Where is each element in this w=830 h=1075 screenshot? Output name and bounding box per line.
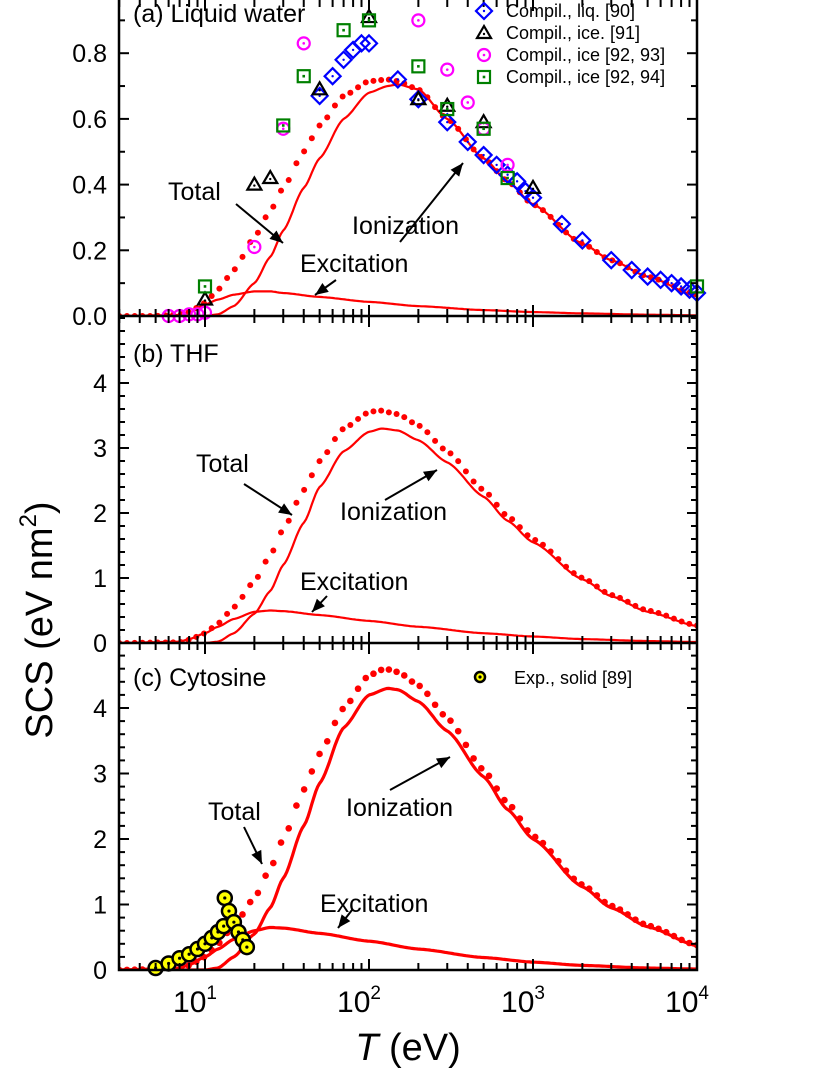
annotation-total: Total	[208, 798, 261, 826]
y-tick-label: 3	[93, 761, 107, 789]
y-tick-label: 1	[93, 565, 107, 593]
legend-item-label: Compil., liq. [90]	[506, 1, 635, 21]
panel-b-title: (b) THF	[133, 340, 219, 368]
annotation-ionization: Ionization	[340, 498, 447, 526]
y-tick-label: 0.0	[72, 303, 107, 331]
y-tick-label: 1	[93, 892, 107, 920]
curve-total	[119, 407, 697, 643]
y-tick-label: 0	[93, 957, 107, 985]
y-tick-label: 0.2	[72, 237, 107, 265]
y-tick-label: 4	[93, 370, 107, 398]
y-axis-label: SCS (eV nm2)	[15, 501, 61, 738]
legend-item-label: Compil., ice [92, 94]	[506, 67, 665, 87]
x-tick-label: 103	[501, 983, 545, 1019]
legend-item-label: Compil., ice [92, 93]	[506, 45, 665, 65]
panel-c-title: (c) Cytosine	[133, 664, 266, 692]
annotation-ionization: Ionization	[346, 794, 453, 822]
curve-excitation	[119, 925, 697, 970]
x-tick-labels: 101 102 103 104	[173, 983, 709, 1019]
y-ticks: 0 1 2 3 4	[93, 317, 697, 658]
curve-excitation	[119, 609, 697, 643]
y-ticks: 0 1 2 3 4	[93, 654, 697, 985]
curve-ionization	[119, 686, 697, 970]
annotation-total: Total	[168, 178, 221, 206]
y-tick-label: 2	[93, 500, 107, 528]
annotation-arrows	[235, 162, 464, 929]
marker-series	[310, 33, 707, 303]
x-axis-label: T (eV)	[355, 1027, 461, 1069]
y-tick-label: 3	[93, 435, 107, 463]
panel-cytosine: 0 1 2 3 4 Total Ionization Excitation	[93, 643, 698, 985]
legend-item-label: Compil., ice. [91]	[506, 23, 640, 43]
curve-excitation	[119, 290, 697, 316]
annotation-total: Total	[196, 450, 249, 478]
annotation-excitation: Excitation	[300, 568, 408, 596]
y-tick-label: 0.4	[72, 172, 107, 200]
annotation-excitation: Excitation	[320, 890, 428, 918]
y-tick-label: 0.6	[72, 106, 107, 134]
y-tick-label: 2	[93, 826, 107, 854]
curve-ionization	[119, 83, 697, 316]
annotation-excitation: Excitation	[300, 250, 408, 278]
y-tick-label: 4	[93, 695, 107, 723]
y-ticks: 0.0 0.2 0.4 0.6 0.8	[72, 19, 697, 331]
marker-series	[196, 7, 542, 306]
marker-series	[147, 889, 256, 977]
x-tick-label: 102	[337, 983, 381, 1019]
axes-frame	[117, 0, 699, 972]
y-tick-label: 0	[93, 630, 107, 658]
legend-item-label: Exp., solid [89]	[514, 668, 632, 688]
legend-panel-c: Exp., solid [89]	[473, 668, 632, 688]
x-tick-label: 101	[173, 983, 217, 1019]
panel-a-title: (a) Liquid water	[133, 0, 305, 28]
legend-panel-a: Compil., liq. [90]Compil., ice. [91]Comp…	[474, 1, 665, 87]
y-tick-label: 0.8	[72, 40, 107, 68]
x-tick-label: 104	[665, 983, 709, 1019]
